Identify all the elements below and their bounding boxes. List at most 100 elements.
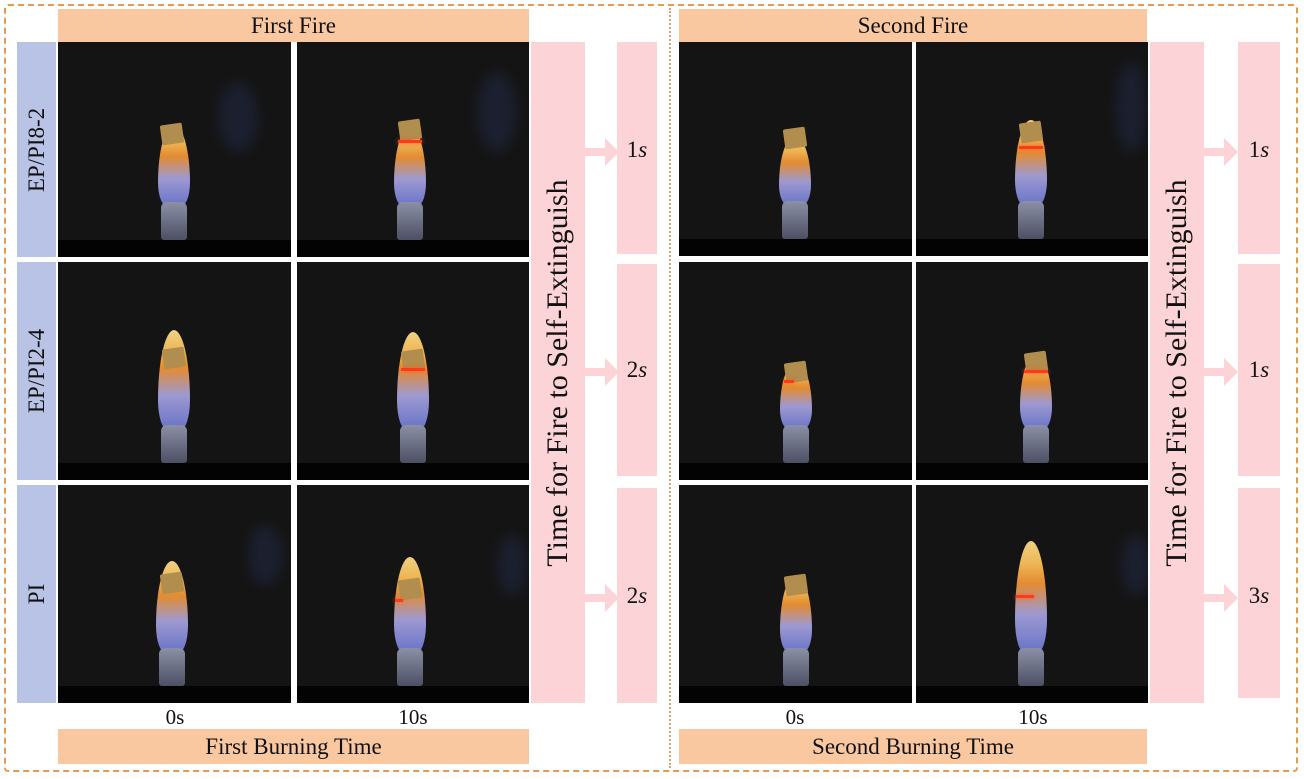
ground: [58, 686, 291, 703]
result-box: [1238, 488, 1280, 698]
result-ep-pi2-4-second: 1s: [1248, 357, 1270, 382]
burner: [400, 425, 426, 463]
sample-label-ep-pi8-2: EP/PI8-2: [17, 42, 56, 257]
result-ep-pi8-2-second: 1s: [1248, 137, 1270, 162]
second-fire-title: Second Fire: [679, 9, 1147, 42]
first-burning-time-text: First Burning Time: [205, 733, 382, 759]
time-tick-0s: 0s: [785, 705, 805, 729]
ground: [679, 463, 912, 480]
sample-label-text: EP/PI8-2: [23, 107, 49, 192]
background-shadow: [477, 72, 517, 152]
ground: [58, 463, 291, 480]
result-pi-second: 3s: [1248, 583, 1270, 608]
sample-block: [159, 571, 185, 595]
photo-ep-pi8-2-first-10s: [297, 42, 529, 257]
burning-edge: [1016, 595, 1034, 598]
ground: [916, 463, 1148, 480]
sample-block: [783, 573, 809, 597]
flame: [397, 332, 429, 430]
burning-edge: [1019, 146, 1043, 149]
background-shadow: [248, 525, 283, 585]
ground: [916, 686, 1148, 703]
sample-block: [161, 346, 187, 370]
photo-ep-pi8-2-first-0s: [58, 42, 291, 257]
photo-ep-pi2-4-first-0s: [58, 262, 291, 480]
photo-pi-second-10s: [916, 485, 1148, 703]
result-box: [617, 42, 657, 254]
ground: [916, 239, 1148, 256]
sample-label-ep-pi2-4: EP/PI2-4: [17, 262, 56, 480]
ground: [679, 239, 912, 256]
flame: [394, 557, 426, 653]
sample-label-pi: PI: [17, 485, 56, 703]
sample-block: [782, 126, 808, 150]
burning-edge: [401, 368, 425, 371]
second-extinguish-label-text: Time for Fire to Self-Extinguish: [1160, 178, 1193, 567]
photo-ep-pi8-2-second-0s: [679, 42, 912, 256]
burner: [397, 202, 423, 240]
flame: [158, 330, 190, 430]
arrow-right: [1204, 358, 1238, 386]
ground: [297, 686, 529, 703]
burning-edge: [784, 380, 794, 383]
burner: [1023, 425, 1049, 463]
arrow-right: [1204, 138, 1238, 166]
result-box: [1238, 42, 1280, 254]
time-tick-10s: 10s: [1018, 705, 1048, 729]
photo-ep-pi2-4-second-10s: [916, 262, 1148, 480]
result-pi-first: 2s: [626, 583, 648, 608]
result-box: [1238, 264, 1280, 476]
burner: [161, 202, 187, 240]
panel-divider: [669, 8, 671, 768]
sample-block: [1018, 120, 1044, 144]
burning-edge: [1024, 370, 1048, 373]
background-shadow: [1121, 535, 1148, 595]
photo-pi-first-0s: [58, 485, 291, 703]
burner: [782, 201, 808, 239]
result-box: [617, 488, 657, 703]
burning-edge: [398, 140, 422, 143]
burning-edge: [395, 599, 403, 602]
ground: [679, 686, 912, 703]
burner: [783, 425, 809, 463]
first-extinguish-label-text: Time for Fire to Self-Extinguish: [541, 178, 574, 567]
background-shadow: [1116, 62, 1146, 152]
burner: [783, 648, 809, 686]
first-extinguish-label: Time for Fire to Self-Extinguish: [531, 42, 585, 703]
ground: [58, 240, 291, 257]
burner: [1018, 648, 1044, 686]
arrow-right: [585, 138, 619, 166]
burner: [159, 648, 185, 686]
result-ep-pi8-2-first: 1s: [626, 137, 648, 162]
second-burning-time-text: Second Burning Time: [812, 733, 1014, 759]
first-fire-title-text: First Fire: [251, 12, 336, 38]
burner: [161, 425, 187, 463]
arrow-right: [585, 358, 619, 386]
photo-pi-second-0s: [679, 485, 912, 703]
ground: [297, 463, 529, 480]
second-fire-title-text: Second Fire: [857, 12, 969, 38]
second-extinguish-label: Time for Fire to Self-Extinguish: [1150, 42, 1204, 703]
burner: [397, 648, 423, 686]
photo-ep-pi2-4-first-10s: [297, 262, 529, 480]
ground: [297, 240, 529, 257]
background-shadow: [497, 535, 527, 595]
sample-label-text: EP/PI2-4: [23, 328, 49, 414]
sample-label-text: PI: [23, 583, 49, 605]
burner: [1018, 201, 1044, 239]
arrow-right: [1204, 584, 1238, 612]
figure-border: [4, 4, 1298, 772]
sample-block: [397, 577, 423, 601]
sample-block: [159, 122, 185, 146]
second-burning-time-label: Second Burning Time: [679, 729, 1147, 764]
sample-block: [397, 118, 423, 142]
result-box: [617, 264, 657, 476]
arrow-right: [585, 584, 619, 612]
photo-ep-pi8-2-second-10s: [916, 42, 1148, 256]
first-fire-title: First Fire: [58, 9, 529, 42]
first-burning-time-label: First Burning Time: [58, 729, 529, 764]
background-shadow: [218, 82, 258, 152]
time-tick-10s: 10s: [398, 705, 428, 729]
time-tick-0s: 0s: [165, 705, 185, 729]
photo-pi-first-10s: [297, 485, 529, 703]
